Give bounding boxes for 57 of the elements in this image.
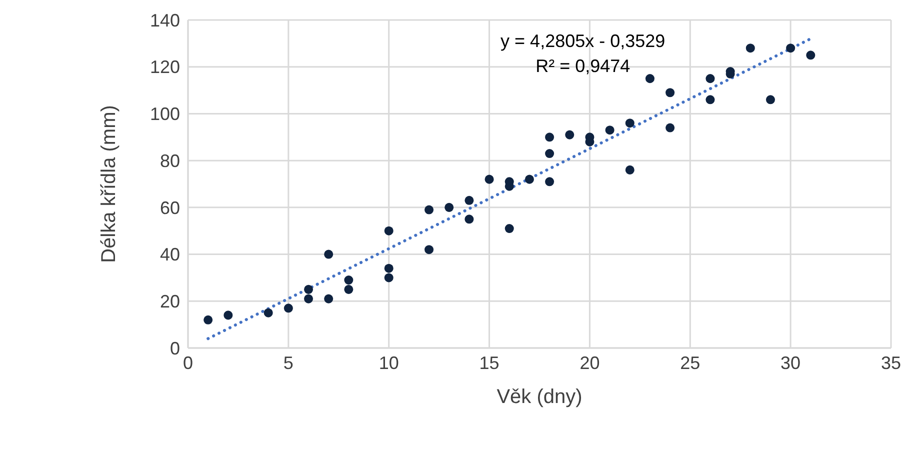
y-tick-label: 40 [160, 244, 180, 265]
point [524, 174, 534, 184]
point [806, 50, 816, 60]
point [304, 294, 314, 304]
point [666, 88, 675, 98]
point [545, 149, 554, 158]
point [264, 308, 273, 318]
point [706, 74, 715, 84]
x-tick-label: 20 [580, 352, 600, 373]
x-tick-label: 0 [182, 352, 194, 373]
point [605, 126, 614, 135]
y-tick-label: 120 [150, 57, 180, 78]
point [444, 202, 454, 212]
point [384, 273, 394, 282]
x-tick-label: 5 [283, 352, 294, 373]
point [484, 174, 494, 184]
y-tick-label: 80 [160, 150, 180, 171]
point [204, 315, 213, 324]
annotation: y = 4,2805x - 0,3529 [500, 30, 666, 52]
y-tick-label: 0 [170, 338, 180, 358]
point [424, 205, 434, 214]
point [464, 196, 474, 205]
annotation: R² = 0,9474 [534, 56, 632, 77]
y-tick-label: 60 [160, 198, 180, 218]
point [545, 132, 554, 142]
y-tick-label: 20 [160, 292, 180, 312]
point [224, 310, 233, 320]
point [324, 250, 334, 259]
point [786, 44, 796, 53]
point [344, 276, 354, 285]
point [746, 44, 755, 53]
point [666, 123, 675, 132]
point [324, 294, 334, 304]
x-tick-label: 15 [479, 352, 500, 373]
point [304, 284, 314, 294]
point [766, 95, 775, 104]
x-tick-label: 35 [880, 352, 902, 373]
y-tick-label: 100 [150, 104, 180, 124]
y-axis-title: Délka křídla (mm) [98, 105, 120, 263]
point [384, 264, 394, 273]
point [504, 224, 514, 234]
x-tick-label: 25 [680, 352, 700, 373]
point [284, 304, 293, 313]
point [464, 214, 474, 224]
point [565, 130, 574, 140]
point [645, 74, 654, 84]
point [706, 95, 715, 104]
point [344, 284, 354, 294]
point [384, 226, 394, 236]
point [625, 165, 634, 174]
x-tick-label: 10 [378, 352, 399, 373]
point [545, 177, 554, 186]
y-tick-label: 140 [150, 10, 180, 30]
point [625, 118, 634, 128]
x-tick-label: 30 [780, 352, 801, 373]
point [424, 245, 434, 254]
x-axis-title: Věk (dny) [496, 386, 582, 408]
